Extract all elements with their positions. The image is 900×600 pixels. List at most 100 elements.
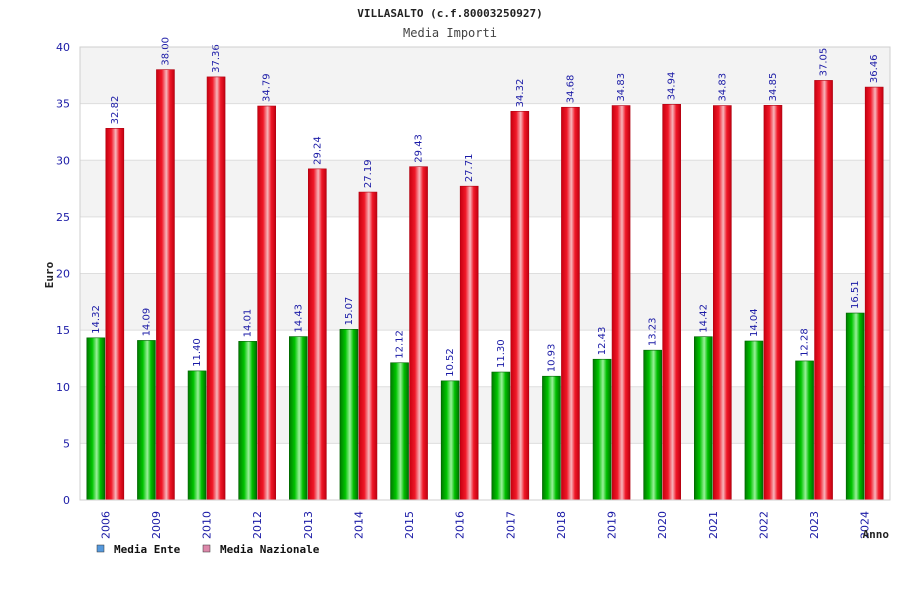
value-label: 13.23 [648, 318, 659, 347]
x-tick-label: 2016 [454, 511, 467, 539]
bar-media-nazionale-2010 [206, 76, 226, 501]
x-tick-label: 2014 [352, 511, 365, 539]
y-tick-label: 25 [56, 211, 70, 224]
value-label: 34.79 [262, 73, 273, 102]
value-label: 11.40 [192, 338, 203, 367]
legend: Media Ente Media Nazionale [96, 543, 320, 556]
x-axis-ticks: 2006 2009 2010 2012 2013 2014 2015 2016 2017 2018… [99, 511, 871, 539]
bar-media-ente-2009 [137, 340, 156, 501]
value-label: 10.52 [445, 348, 456, 377]
bar-media-ente-2022 [744, 340, 764, 501]
y-tick-label: 40 [56, 41, 70, 54]
bar-media-nazionale-2018 [561, 106, 580, 501]
x-tick-label: 2006 [99, 511, 112, 539]
y-axis-ticks: 0 5 10 15 20 25 30 35 40 [56, 41, 70, 507]
legend-label-media-nazionale: Media Nazionale [220, 543, 320, 556]
bar-media-ente-2012 [238, 341, 257, 501]
x-tick-label: 2022 [757, 511, 770, 539]
bar-media-nazionale-2015 [409, 166, 428, 501]
x-tick-label: 2019 [606, 511, 619, 539]
bar-media-nazionale-2020 [662, 104, 681, 501]
y-tick-label: 35 [56, 98, 70, 111]
x-axis-label: Anno [863, 528, 890, 541]
value-label: 10.93 [546, 344, 557, 373]
bar-media-nazionale-2017 [510, 111, 530, 501]
bar-media-nazionale-2009 [156, 69, 175, 501]
bar-media-ente-2015 [390, 362, 409, 501]
bar-media-nazionale-2024 [864, 86, 884, 501]
y-tick-label: 20 [56, 268, 70, 281]
plot-frame [79, 46, 891, 501]
value-label: 38.00 [160, 37, 171, 66]
y-axis-label: Euro [43, 261, 56, 288]
bar-media-ente-2020 [643, 349, 662, 501]
value-label: 14.09 [141, 308, 152, 337]
legend-swatch-media-ente [96, 544, 105, 553]
x-tick-label: 2020 [656, 511, 669, 539]
x-tick-label: 2009 [150, 511, 163, 539]
bar-media-ente-2024 [845, 312, 865, 501]
x-tick-label: 2018 [555, 511, 568, 539]
bar-media-ente-2018 [542, 375, 561, 501]
value-label: 29.24 [312, 136, 323, 165]
value-label: 27.71 [464, 154, 475, 183]
x-tick-label: 2023 [808, 511, 821, 539]
value-label: 12.12 [395, 330, 406, 359]
value-label: 14.04 [749, 308, 760, 337]
chart-subtitle: Media Importi [403, 26, 497, 40]
x-tick-label: 2013 [302, 511, 315, 539]
bar-media-ente-2013 [289, 336, 308, 501]
value-label: 34.32 [515, 79, 526, 108]
bar-media-nazionale-2006 [105, 128, 125, 501]
y-tick-label: 0 [63, 494, 70, 507]
value-label: 32.82 [110, 96, 121, 125]
bar-media-ente-2006 [86, 337, 106, 501]
bar-media-nazionale-2022 [763, 105, 783, 501]
bar-media-ente-2017 [491, 371, 511, 501]
x-tick-label: 2024 [859, 511, 872, 539]
value-labels: 14.32 32.82 14.09 38.00 11.40 37.36 14.01 34.79… [91, 37, 880, 377]
x-tick-label: 2012 [251, 511, 264, 539]
value-label: 34.94 [667, 72, 678, 101]
value-label: 15.07 [344, 297, 355, 326]
value-label: 12.43 [597, 327, 608, 356]
x-tick-label: 2010 [201, 511, 214, 539]
bar-media-ente-2021 [694, 336, 713, 501]
value-label: 34.83 [717, 73, 728, 102]
value-label: 14.32 [91, 305, 102, 334]
y-tick-label: 15 [56, 324, 70, 337]
value-label: 12.28 [800, 328, 811, 357]
chart-title: VILLASALTO (c.f.80003250927) [357, 7, 542, 20]
bar-media-nazionale-2013 [308, 168, 327, 501]
legend-swatch-media-nazionale [202, 544, 211, 553]
value-label: 14.42 [698, 304, 709, 333]
value-label: 34.68 [565, 75, 576, 104]
bar-media-nazionale-2023 [814, 80, 833, 501]
value-label: 11.30 [496, 339, 507, 368]
x-tick-label: 2017 [504, 511, 517, 539]
legend-label-media-ente: Media Ente [114, 543, 181, 556]
y-tick-label: 5 [63, 437, 70, 450]
value-label: 16.51 [850, 280, 861, 309]
bar-media-ente-2010 [187, 370, 207, 501]
x-tick-label: 2015 [403, 511, 416, 539]
bar-media-nazionale-2016 [459, 185, 479, 501]
value-label: 37.05 [819, 48, 830, 77]
value-label: 29.43 [414, 134, 425, 163]
bar-media-ente-2023 [795, 360, 814, 501]
value-label: 14.43 [293, 304, 304, 333]
bar-media-ente-2014 [339, 329, 359, 501]
value-label: 14.01 [243, 309, 254, 338]
value-label: 34.83 [616, 73, 627, 102]
value-label: 36.46 [869, 54, 880, 83]
bar-media-ente-2016 [440, 380, 460, 501]
x-tick-label: 2021 [707, 511, 720, 539]
bar-media-nazionale-2014 [358, 191, 378, 501]
value-label: 37.36 [211, 44, 222, 73]
bar-media-nazionale-2019 [611, 105, 631, 501]
y-tick-label: 10 [56, 381, 70, 394]
bar-media-nazionale-2012 [257, 105, 276, 501]
bar-media-ente-2019 [592, 358, 612, 501]
bars [86, 69, 884, 501]
